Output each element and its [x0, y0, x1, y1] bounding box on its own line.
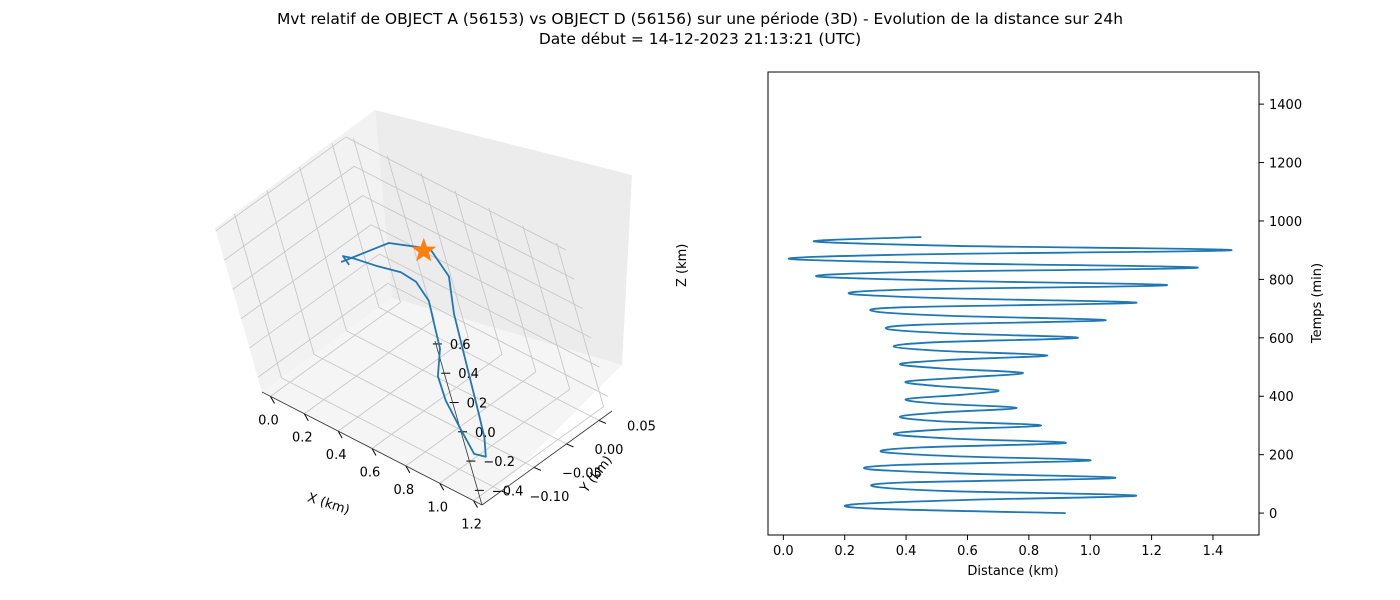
- grid-line: [257, 282, 389, 378]
- grid-line: [346, 330, 567, 445]
- grid-line: [354, 165, 575, 280]
- z-tick-label-3d: 0.6: [450, 338, 471, 353]
- grid-line: [379, 253, 600, 368]
- x-tick-mark-3d: [371, 448, 377, 456]
- grid-line: [378, 306, 600, 421]
- grid-line: [281, 377, 502, 492]
- chart-title: Mvt relatif de OBJECT A (56153) vs OBJEC…: [277, 10, 1123, 28]
- grid-line: [454, 190, 503, 355]
- y-tick-label: 400: [1269, 390, 1294, 405]
- distance-series-line: [787, 236, 1233, 514]
- x-tick-label: 0.0: [773, 544, 794, 559]
- grid-line: [439, 388, 570, 484]
- x-axis-label: Distance (km): [967, 564, 1058, 579]
- grid-line: [473, 406, 604, 502]
- x-tick-label-3d: 1.0: [427, 500, 448, 515]
- y-tick-label: 1400: [1269, 98, 1302, 113]
- plot-area: [767, 71, 1260, 536]
- x-axis-label-3d: X (km): [306, 491, 352, 519]
- x-tick-label-3d: 0.6: [360, 466, 381, 481]
- x-tick-label-3d: 0.8: [394, 483, 415, 498]
- x-tick-mark-3d: [473, 500, 478, 508]
- y-tick-mark-3d: [533, 466, 542, 471]
- y-tick-mark-3d: [598, 419, 607, 424]
- y-tick-label-3d: 0.05: [627, 419, 656, 434]
- grid-line: [270, 301, 401, 397]
- grid-line: [304, 319, 435, 415]
- grid-line: [299, 166, 347, 332]
- grid-line: [266, 190, 315, 355]
- x-tick-label-3d: 1.2: [461, 518, 482, 533]
- y-tick-label-3d: 0.00: [595, 443, 624, 458]
- x-tick-label: 0.6: [957, 544, 978, 559]
- grid-line: [405, 371, 537, 467]
- y-tick-label: 1000: [1269, 215, 1302, 230]
- grid-line: [371, 354, 503, 449]
- x-tick-label: 1.0: [1080, 544, 1101, 559]
- grid-line: [362, 195, 583, 309]
- floor-pane: [262, 298, 622, 505]
- x-tick-label: 1.2: [1141, 544, 1162, 559]
- z-tick-label-3d: −0.2: [483, 455, 515, 470]
- y-tick-label-3d: −0.10: [530, 490, 570, 505]
- grid-line: [345, 136, 567, 251]
- x-tick-label: 1.4: [1203, 544, 1224, 559]
- grid-line: [387, 282, 609, 397]
- y-tick-label: 0: [1269, 507, 1277, 522]
- x-tick-label-3d: 0.2: [292, 431, 313, 446]
- x-axis-line-3d: [261, 391, 483, 506]
- grid-3d: [215, 136, 609, 502]
- x-tick-mark-3d: [405, 465, 411, 474]
- x-tick-mark-3d: [270, 396, 275, 404]
- axes-2d: 0.0 0.2 0.4 0.6 0.8 1.0 1.2 1.4 0 200 400 600 800 100…: [773, 98, 1302, 559]
- y-tick-label: 800: [1269, 273, 1294, 288]
- x-tick-label-3d: 0.0: [258, 413, 279, 428]
- y-tick-label: 1200: [1269, 157, 1302, 172]
- grid-line: [240, 224, 372, 320]
- grid-line: [249, 253, 380, 349]
- grid-line: [234, 213, 282, 379]
- x-tick-label-3d: 0.4: [326, 448, 347, 463]
- grid-line: [223, 165, 355, 261]
- grid-line: [353, 138, 401, 303]
- grid-line: [232, 195, 363, 290]
- grid-line: [488, 207, 537, 373]
- x-tick-label: 0.2: [834, 544, 855, 559]
- x-tick-mark-3d: [337, 430, 343, 439]
- start-marker-star-icon: [411, 237, 437, 262]
- x-tick-mark-3d: [439, 483, 445, 491]
- grid-line: [215, 136, 347, 232]
- y-axis-line-3d: [481, 410, 613, 506]
- left-pane: [215, 110, 392, 392]
- grid-line: [522, 225, 571, 390]
- grid-line: [313, 353, 535, 468]
- y-tick-label: 200: [1269, 449, 1294, 464]
- z-tick-label-3d: −0.4: [492, 484, 524, 499]
- z-axis-line-3d: [434, 340, 483, 506]
- trajectory-line: [340, 242, 487, 458]
- x-tick-label: 0.4: [896, 544, 917, 559]
- y-tick-label: 600: [1269, 332, 1294, 347]
- distance-time-plot: 0.0 0.2 0.4 0.6 0.8 1.0 1.2 1.4 0 200 400 600 800 100…: [767, 71, 1325, 579]
- chart-subtitle: Date début = 14-12-2023 21:13:21 (UTC): [539, 30, 861, 48]
- y-tick-mark-3d: [566, 443, 574, 448]
- grid-line: [331, 143, 380, 308]
- z-tick-label-3d: 0.0: [475, 426, 496, 441]
- trajectory-3d-plot: 0.0 0.2 0.4 0.6 0.8 1.0 1.2 −0.10 −0.05 0.000.05 −…: [215, 110, 690, 533]
- y-tick-mark-3d: [501, 490, 509, 495]
- grid-line: [556, 242, 604, 407]
- x-tick-mark-3d: [303, 413, 309, 421]
- grid-line: [370, 224, 592, 339]
- z-axis-label-3d: Z (km): [675, 244, 690, 287]
- x-tick-label: 0.8: [1019, 544, 1040, 559]
- grid-line: [386, 155, 435, 320]
- y-tick-label-3d: −0.05: [562, 466, 602, 481]
- y-axis-label: Temps (min): [1310, 263, 1325, 344]
- grid-line: [337, 336, 469, 432]
- grid-line: [420, 172, 469, 338]
